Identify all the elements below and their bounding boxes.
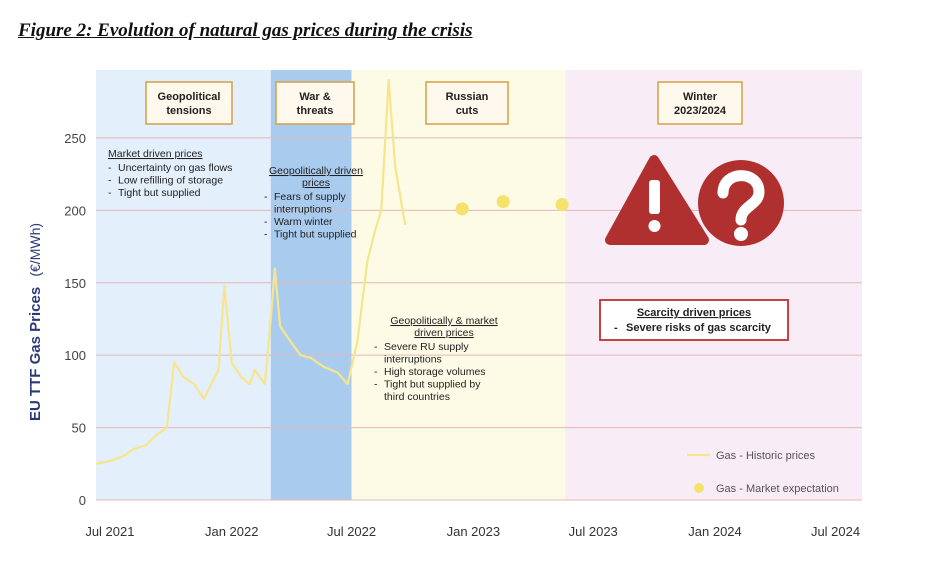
y-axis-ticks: 0 50 100 150 200 250 <box>64 131 86 508</box>
y-axis-label-unit: (€/MWh) <box>27 223 43 277</box>
x-tick-label: Jul 2022 <box>327 524 376 539</box>
annotation-bullet: Tight but supplied <box>118 187 201 199</box>
question-mark-dot <box>734 227 748 241</box>
annotation-market-driven: Market driven prices- Uncertainty on gas … <box>108 148 232 199</box>
x-tick-label: Jul 2024 <box>811 524 860 539</box>
legend-label-expectation: Gas - Market expectation <box>716 483 839 495</box>
annotation-bullet: third countries <box>384 391 450 403</box>
series-point-market-expectation <box>555 198 569 212</box>
question-circle-shape <box>698 160 784 246</box>
phase-band-3 <box>565 70 862 500</box>
annotation-bullet: Tight but supplied by <box>384 379 481 391</box>
x-tick-label: Jan 2024 <box>688 524 742 539</box>
y-tick-label: 200 <box>64 203 86 218</box>
phase-label: Winter 2023/2024 <box>674 91 727 117</box>
x-tick-label: Jul 2021 <box>85 524 134 539</box>
scarcity-heading: Scarcity driven prices <box>637 307 751 319</box>
series-point-market-expectation <box>496 195 510 209</box>
warning-icons <box>605 155 784 246</box>
x-tick-label: Jul 2023 <box>569 524 618 539</box>
scarcity-bullet: Severe risks of gas scarcity <box>626 322 772 334</box>
phase-band-1 <box>270 70 352 500</box>
x-tick-label: Jan 2023 <box>447 524 501 539</box>
annotation-heading: prices <box>302 177 330 189</box>
phase-box-3 <box>657 81 743 125</box>
annotation-bullet: Severe RU supply <box>384 341 469 353</box>
annotation-bullet: Low refilling of storage <box>118 175 223 187</box>
annotation-heading: Geopolitically & market <box>390 315 497 327</box>
annotation-bullet: interruptions <box>384 354 442 366</box>
annotation-heading: driven prices <box>414 327 474 339</box>
legend-label-historic: Gas - Historic prices <box>716 450 816 462</box>
phase-band-2 <box>351 70 566 500</box>
annotation-scarcity: Scarcity driven prices - Severe risks of g… <box>599 299 789 341</box>
annotation-bullet: High storage volumes <box>384 366 486 378</box>
bullet-marker: - <box>374 366 378 378</box>
phase-label: Geopolitical tensions <box>158 91 221 117</box>
annotations: Market driven prices- Uncertainty on gas … <box>108 148 789 403</box>
series-point-market-expectation <box>455 202 469 216</box>
bullet-marker: - <box>614 322 618 334</box>
phase-bands <box>96 70 862 500</box>
annotation-bullet: Fears of supply <box>274 191 347 203</box>
series-layer <box>95 78 569 465</box>
y-tick-label: 150 <box>64 276 86 291</box>
x-tick-label: Jan 2022 <box>205 524 259 539</box>
y-tick-label: 0 <box>79 493 86 508</box>
phase-label: Russian cuts <box>446 91 489 117</box>
y-tick-label: 50 <box>72 421 86 436</box>
bullet-marker: - <box>108 175 112 187</box>
bullet-marker: - <box>374 341 378 353</box>
phase-band-0 <box>96 70 271 500</box>
annotation-heading: Market driven prices <box>108 148 203 160</box>
series-line-historic-prices <box>95 78 407 465</box>
y-tick-label: 100 <box>64 348 86 363</box>
bullet-marker: - <box>264 191 268 203</box>
bullet-marker: - <box>108 162 112 174</box>
y-tick-label: 250 <box>64 131 86 146</box>
annotation-bullet: interruptions <box>274 204 332 216</box>
scarcity-box <box>599 299 789 341</box>
y-axis-label-text: EU TTF Gas Prices <box>27 287 44 421</box>
legend-swatch-expectation <box>694 483 704 493</box>
bullet-marker: - <box>264 229 268 241</box>
annotation-bullet: Uncertainty on gas flows <box>118 162 232 174</box>
legend: Gas - Historic prices Gas - Market expect… <box>687 450 839 495</box>
bullet-marker: - <box>108 187 112 199</box>
phase-box-0 <box>145 81 233 125</box>
warning-exclamation-bar <box>649 180 660 214</box>
annotation-heading: Geopolitically driven <box>269 165 363 177</box>
annotation-bullet: Tight but supplied <box>274 229 357 241</box>
y-axis-label: EU TTF Gas Prices (€/MWh) <box>27 223 44 421</box>
phase-boxes: Geopolitical tensions War & threats Russian c… <box>145 81 743 125</box>
question-mark-curve <box>717 170 765 226</box>
bullet-marker: - <box>374 379 378 391</box>
warning-exclamation-dot <box>648 220 661 232</box>
figure-title: Figure 2: Evolution of natural gas price… <box>18 20 473 41</box>
annotation-bullet: Warm winter <box>274 216 333 228</box>
bullet-marker: - <box>264 216 268 228</box>
phase-box-1 <box>275 81 355 125</box>
phase-label: War & threats <box>297 91 334 117</box>
x-axis-ticks: Jul 2021 Jan 2022 Jul 2022 Jan 2023 Jul 2023… <box>85 524 860 539</box>
phase-box-2 <box>425 81 509 125</box>
question-icon <box>698 160 784 246</box>
warning-icon <box>605 155 709 245</box>
